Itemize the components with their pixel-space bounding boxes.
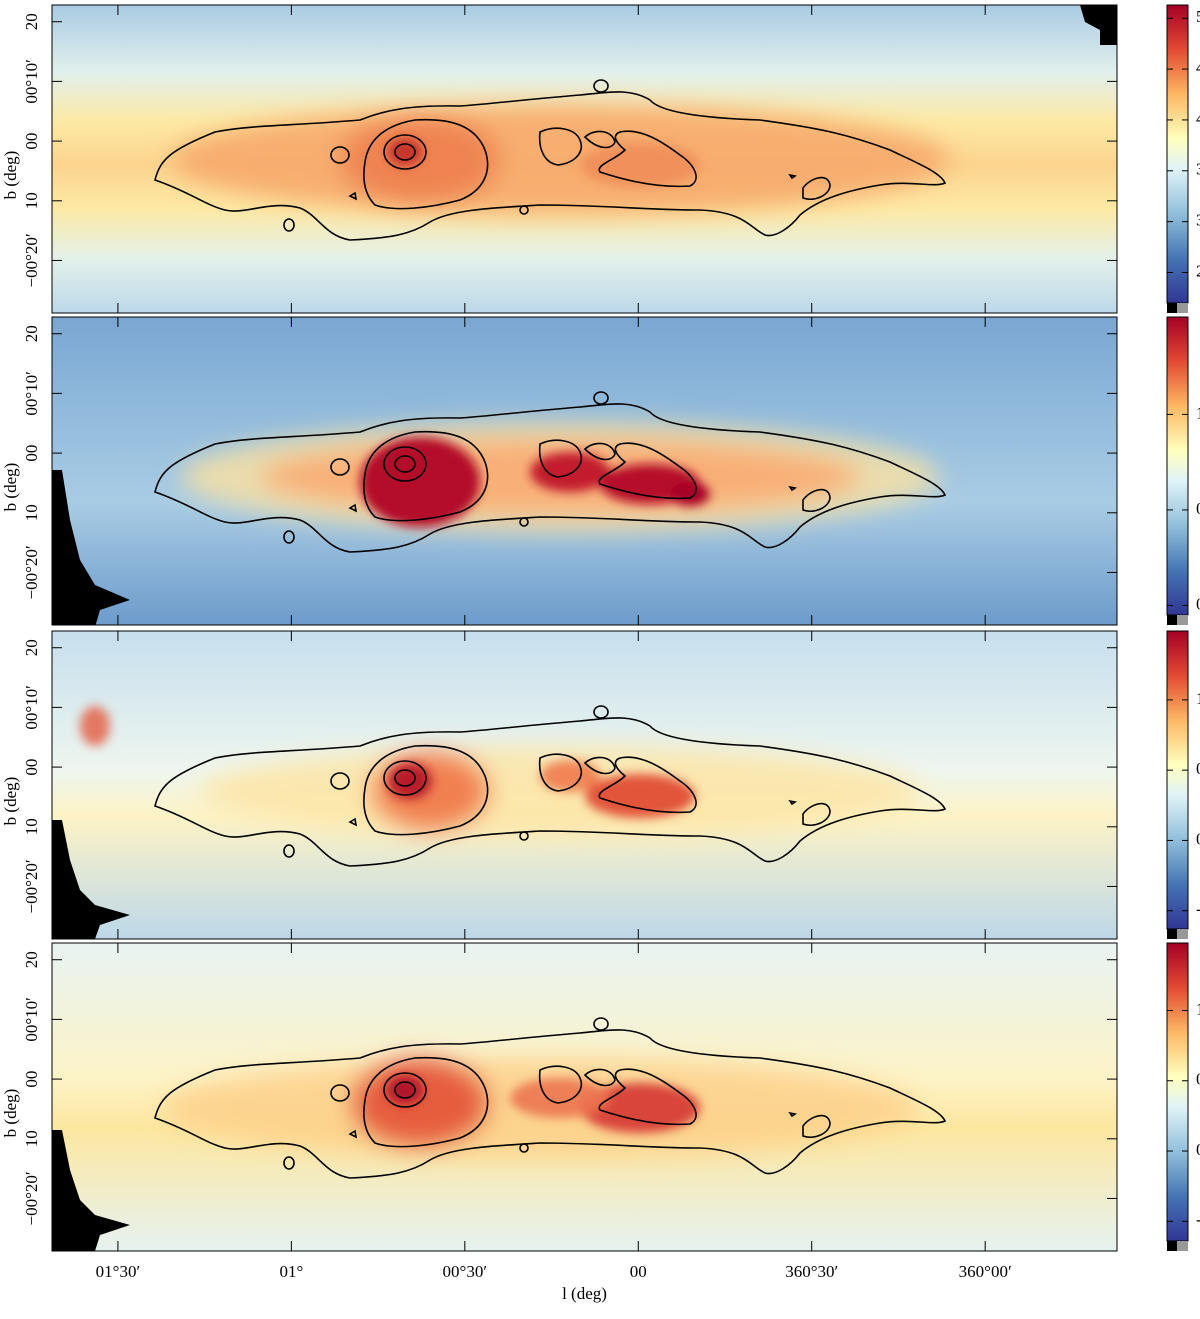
x-axis-label: l (deg) [562,1284,607,1303]
no-data-region [1080,5,1117,45]
emission-blob [387,138,423,166]
y-tick-label: 00°10′ [22,685,41,730]
y-tick-label: 20 [22,325,41,342]
y-axis-label: b (deg) [1,151,20,200]
colorbar-tick-label: 3.5 [1196,160,1200,179]
map-panel [52,631,1117,939]
colorbar-tick-label: -0.5 [1196,900,1200,919]
panel-frame [51,316,1118,626]
colorbar [1166,4,1189,304]
no-data-region [52,820,130,939]
y-tick-label: 00 [22,133,41,150]
colorbar [1166,630,1189,930]
colorbar-tick-label: 1.0 [1196,403,1200,422]
y-tick-label: 00°10′ [22,997,41,1042]
panel-frame [51,4,1118,314]
colorbar-tick-label: 4.0 [1196,109,1200,128]
emission-blob [580,1083,700,1133]
emission-blob [387,1076,423,1104]
map-panel [52,5,1117,313]
y-tick-label: 00 [22,445,41,462]
y-tick-label: 00°10′ [22,371,41,416]
colorbar-tick-label: 1.0 [1196,689,1200,708]
colorbar-nodata [1177,303,1188,313]
y-axis-label: b (deg) [1,463,20,512]
colorbar-tick-label: 0.0 [1196,1140,1200,1159]
x-tick-label: 00 [630,1262,647,1281]
emission-blob [580,143,700,187]
panel-frame [51,942,1118,1252]
colorbar-tick-label: 3.0 [1196,211,1200,230]
y-tick-label: 20 [22,639,41,656]
y-tick-label: 10 [22,1130,41,1147]
emission-blob [80,706,110,746]
colorbar-tick-label: 0.5 [1196,499,1200,518]
emission-blob [510,1078,610,1118]
y-tick-label: 00°10′ [22,59,41,104]
x-tick-label: 01°30′ [96,1262,141,1281]
y-tick-label: 00 [22,1071,41,1088]
emission-blob [530,452,610,492]
y-tick-label: −00°20′ [22,233,41,287]
map-panel [52,317,1117,625]
emission-blob [670,482,710,506]
colorbar-nodata [1167,615,1177,625]
y-tick-label: 10 [22,192,41,209]
colorbar-nodata [1177,1241,1188,1251]
colorbar-tick-label: 0.0 [1196,594,1200,613]
y-tick-label: 20 [22,951,41,968]
no-data-region [52,1130,130,1251]
panel-frame [51,630,1118,940]
map-panel [52,943,1117,1251]
emission-blob [170,105,950,215]
emission-blob [540,760,600,792]
colorbar-nodata [1177,615,1188,625]
colorbar-tick-label: -0.5 [1196,1210,1200,1229]
emission-blob [340,115,500,205]
colorbar-tick-label: 0.0 [1196,829,1200,848]
colorbar-tick-label: 0.5 [1196,1070,1200,1089]
y-axis-label: b (deg) [1,1089,20,1138]
colorbar-tick-label: 1.0 [1196,999,1200,1018]
y-tick-label: 20 [22,13,41,30]
y-tick-label: 00 [22,759,41,776]
map-emission-core [387,1076,700,1133]
colorbar [1166,942,1189,1242]
colorbar-tick-label: 4.5 [1196,58,1200,77]
colorbar-tick-label: 0.5 [1196,759,1200,778]
emission-blob [350,1058,490,1148]
colorbar-tick-label: 2.5 [1196,261,1200,280]
y-tick-label: 10 [22,504,41,521]
x-tick-label: 360°00′ [959,1262,1012,1281]
colorbar [1166,316,1189,616]
y-axis-label: b (deg) [1,777,20,826]
colorbar-nodata [1177,929,1188,939]
emission-blob [360,437,480,527]
colorbar-nodata [1167,929,1177,939]
x-tick-label: 00°30′ [443,1262,488,1281]
y-tick-label: −00°20′ [22,1171,41,1225]
y-tick-label: 10 [22,818,41,835]
colorbar-tick-label: 5.0 [1196,7,1200,26]
x-tick-label: 01° [279,1262,303,1281]
map-emission [170,105,950,215]
map-emission-core [360,437,710,527]
colorbar-nodata [1167,303,1177,313]
y-tick-label: −00°20′ [22,545,41,599]
x-tick-label: 360°30′ [785,1262,838,1281]
colorbar-nodata [1167,1241,1177,1251]
no-data-region [52,470,130,625]
y-tick-label: −00°20′ [22,859,41,913]
